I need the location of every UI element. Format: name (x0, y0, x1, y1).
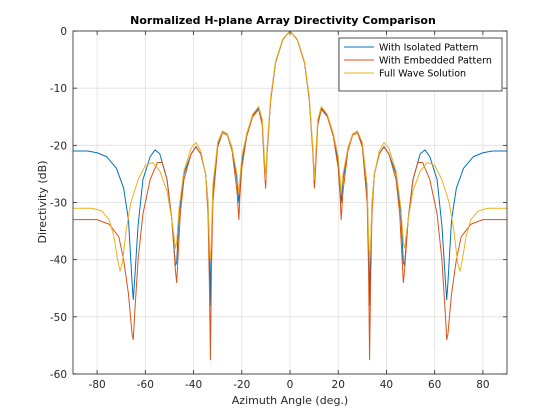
x-tick-label: 40 (380, 379, 393, 391)
legend-label-isolated: With Isolated Pattern (379, 43, 478, 54)
legend-label-fullwave: Full Wave Solution (379, 69, 466, 80)
y-tick-label: -20 (50, 140, 67, 152)
y-tick-label: -40 (50, 255, 67, 267)
y-tick-label: -60 (50, 369, 67, 381)
x-tick-label: -60 (137, 379, 154, 391)
y-tick-label: -10 (50, 83, 67, 95)
series-layer (73, 31, 507, 361)
x-tick-label: 60 (428, 379, 441, 391)
y-axis-label: Directivity (dB) (36, 161, 49, 244)
axis-ticks: -80 -60 -40 -20 0 20 40 60 80 0 -10 -20 -30 -40 -50 -60 (50, 26, 507, 391)
x-tick-label: -20 (233, 379, 250, 391)
x-axis-label: Azimuth Angle (deg.) (232, 394, 348, 407)
legend: With Isolated Pattern With Embedded Patt… (338, 37, 503, 92)
y-tick-label: -50 (50, 312, 67, 324)
x-tick-label: 80 (476, 379, 489, 391)
x-tick-label: 0 (287, 379, 294, 391)
x-tick-label: 20 (332, 379, 345, 391)
y-tick-label: 0 (60, 26, 67, 38)
y-tick-label: -30 (50, 198, 67, 210)
series-line-2 (73, 31, 507, 272)
x-tick-label: -40 (185, 379, 202, 391)
x-tick-label: -80 (89, 379, 106, 391)
series-line-1 (73, 31, 507, 361)
legend-label-embedded: With Embedded Pattern (379, 56, 492, 67)
chart-title: Normalized H-plane Array Directivity Com… (130, 14, 436, 27)
